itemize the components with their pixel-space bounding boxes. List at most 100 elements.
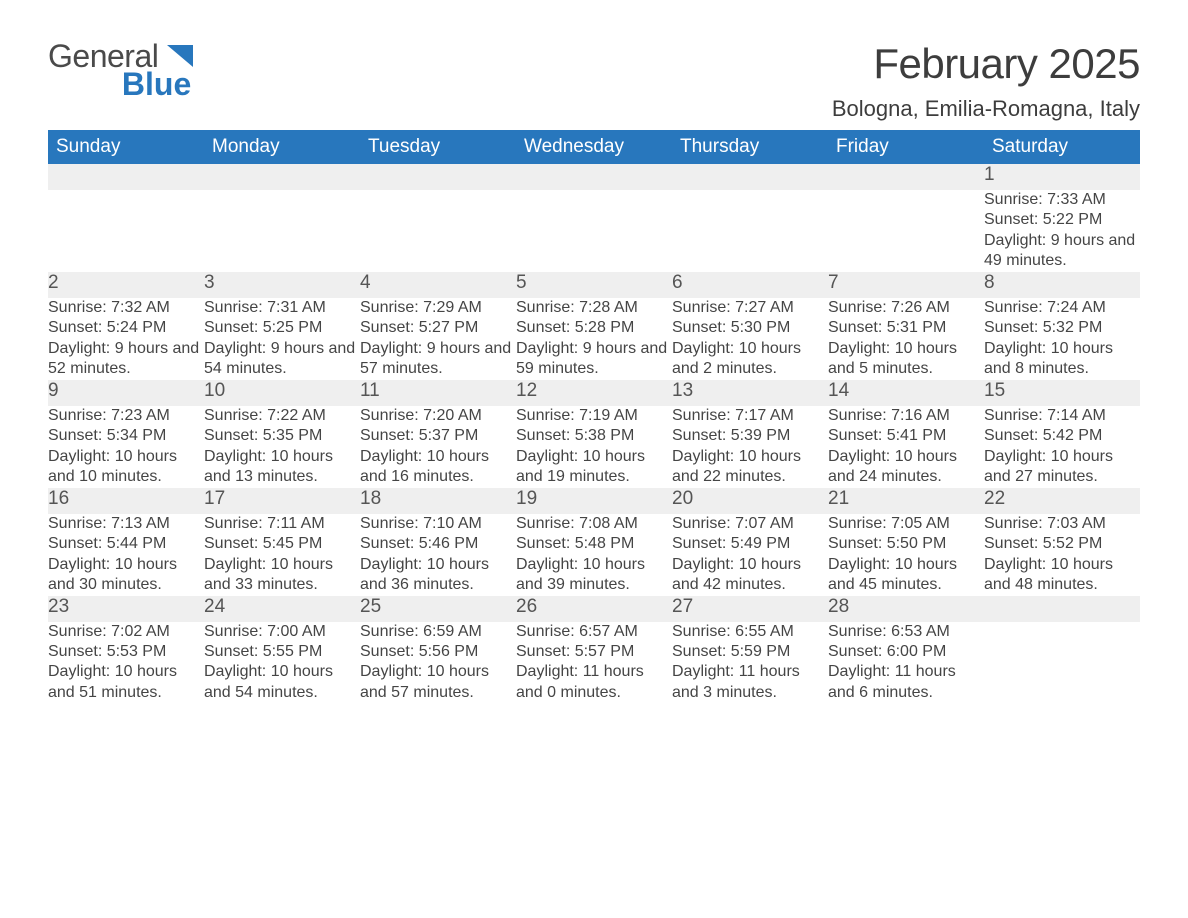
sunset-text: Sunset: 5:22 PM (984, 210, 1140, 230)
daylight-text: Daylight: 10 hours and 8 minutes. (984, 339, 1140, 380)
day-detail-cell: Sunrise: 7:27 AMSunset: 5:30 PMDaylight:… (672, 298, 828, 380)
day-detail-cell: Sunrise: 7:08 AMSunset: 5:48 PMDaylight:… (516, 514, 672, 596)
sunset-text: Sunset: 5:37 PM (360, 426, 516, 446)
logo: General Blue (48, 40, 193, 100)
sunset-text: Sunset: 5:52 PM (984, 534, 1140, 554)
day-detail-cell: Sunrise: 7:17 AMSunset: 5:39 PMDaylight:… (672, 406, 828, 488)
daylight-text: Daylight: 10 hours and 5 minutes. (828, 339, 984, 380)
weekday-header: Wednesday (516, 130, 672, 164)
sunset-text: Sunset: 5:34 PM (48, 426, 204, 446)
sunrise-text: Sunrise: 7:02 AM (48, 622, 204, 642)
sunrise-text: Sunrise: 7:11 AM (204, 514, 360, 534)
daylight-text: Daylight: 9 hours and 54 minutes. (204, 339, 360, 380)
day-number-cell: 24 (204, 596, 360, 622)
sunset-text: Sunset: 5:56 PM (360, 642, 516, 662)
sunrise-text: Sunrise: 7:13 AM (48, 514, 204, 534)
sunrise-text: Sunrise: 7:10 AM (360, 514, 516, 534)
day-number-cell: 10 (204, 380, 360, 406)
day-number-cell: 5 (516, 272, 672, 298)
sunrise-text: Sunrise: 7:24 AM (984, 298, 1140, 318)
day-number-cell: 16 (48, 488, 204, 514)
daylight-text: Daylight: 10 hours and 27 minutes. (984, 447, 1140, 488)
day-number-cell: 15 (984, 380, 1140, 406)
daylight-text: Daylight: 10 hours and 45 minutes. (828, 555, 984, 596)
day-number-cell: 18 (360, 488, 516, 514)
day-detail-cell: Sunrise: 7:19 AMSunset: 5:38 PMDaylight:… (516, 406, 672, 488)
sunset-text: Sunset: 5:48 PM (516, 534, 672, 554)
day-number-cell (672, 164, 828, 190)
daylight-text: Daylight: 10 hours and 24 minutes. (828, 447, 984, 488)
sunset-text: Sunset: 5:38 PM (516, 426, 672, 446)
sunrise-text: Sunrise: 7:23 AM (48, 406, 204, 426)
month-title: February 2025 (832, 40, 1140, 88)
day-number-cell: 8 (984, 272, 1140, 298)
daylight-text: Daylight: 9 hours and 59 minutes. (516, 339, 672, 380)
day-detail-cell: Sunrise: 7:33 AMSunset: 5:22 PMDaylight:… (984, 190, 1140, 272)
day-number-cell: 13 (672, 380, 828, 406)
day-detail-cell: Sunrise: 7:16 AMSunset: 5:41 PMDaylight:… (828, 406, 984, 488)
sunrise-text: Sunrise: 7:33 AM (984, 190, 1140, 210)
location: Bologna, Emilia-Romagna, Italy (832, 96, 1140, 122)
day-detail-cell: Sunrise: 7:32 AMSunset: 5:24 PMDaylight:… (48, 298, 204, 380)
sunset-text: Sunset: 5:28 PM (516, 318, 672, 338)
daylight-text: Daylight: 11 hours and 3 minutes. (672, 662, 828, 703)
sunrise-text: Sunrise: 7:26 AM (828, 298, 984, 318)
sunset-text: Sunset: 5:45 PM (204, 534, 360, 554)
daylight-text: Daylight: 11 hours and 6 minutes. (828, 662, 984, 703)
day-detail-cell (360, 190, 516, 272)
day-number-cell (984, 596, 1140, 622)
daylight-text: Daylight: 11 hours and 0 minutes. (516, 662, 672, 703)
day-detail-cell: Sunrise: 7:03 AMSunset: 5:52 PMDaylight:… (984, 514, 1140, 596)
sunrise-text: Sunrise: 7:16 AM (828, 406, 984, 426)
daylight-text: Daylight: 9 hours and 57 minutes. (360, 339, 516, 380)
day-number-cell: 6 (672, 272, 828, 298)
day-number-cell: 25 (360, 596, 516, 622)
day-number-cell: 22 (984, 488, 1140, 514)
weekday-header: Sunday (48, 130, 204, 164)
day-detail-cell (516, 190, 672, 272)
day-number-cell: 11 (360, 380, 516, 406)
day-number-cell: 19 (516, 488, 672, 514)
day-detail-cell: Sunrise: 7:02 AMSunset: 5:53 PMDaylight:… (48, 622, 204, 716)
day-detail-cell (204, 190, 360, 272)
day-number-cell: 28 (828, 596, 984, 622)
sunrise-text: Sunrise: 7:28 AM (516, 298, 672, 318)
sunset-text: Sunset: 5:46 PM (360, 534, 516, 554)
sunrise-text: Sunrise: 7:27 AM (672, 298, 828, 318)
daylight-text: Daylight: 10 hours and 16 minutes. (360, 447, 516, 488)
sunrise-text: Sunrise: 7:07 AM (672, 514, 828, 534)
sunset-text: Sunset: 5:57 PM (516, 642, 672, 662)
daylight-text: Daylight: 10 hours and 57 minutes. (360, 662, 516, 703)
day-detail-cell: Sunrise: 6:57 AMSunset: 5:57 PMDaylight:… (516, 622, 672, 716)
sunrise-text: Sunrise: 7:08 AM (516, 514, 672, 534)
day-number-cell: 20 (672, 488, 828, 514)
sunset-text: Sunset: 5:44 PM (48, 534, 204, 554)
day-detail-cell: Sunrise: 6:59 AMSunset: 5:56 PMDaylight:… (360, 622, 516, 716)
calendar-header: Sunday Monday Tuesday Wednesday Thursday… (48, 130, 1140, 164)
sunset-text: Sunset: 5:32 PM (984, 318, 1140, 338)
day-detail-cell (828, 190, 984, 272)
daylight-text: Daylight: 10 hours and 42 minutes. (672, 555, 828, 596)
sunset-text: Sunset: 5:35 PM (204, 426, 360, 446)
calendar-table: Sunday Monday Tuesday Wednesday Thursday… (48, 130, 1140, 715)
day-detail-cell: Sunrise: 7:07 AMSunset: 5:49 PMDaylight:… (672, 514, 828, 596)
sunset-text: Sunset: 5:25 PM (204, 318, 360, 338)
sunset-text: Sunset: 5:53 PM (48, 642, 204, 662)
sunrise-text: Sunrise: 7:32 AM (48, 298, 204, 318)
sunrise-text: Sunrise: 6:53 AM (828, 622, 984, 642)
sunrise-text: Sunrise: 7:31 AM (204, 298, 360, 318)
day-detail-cell (984, 622, 1140, 716)
sunset-text: Sunset: 5:59 PM (672, 642, 828, 662)
day-number-cell (360, 164, 516, 190)
sunrise-text: Sunrise: 7:00 AM (204, 622, 360, 642)
sunset-text: Sunset: 5:30 PM (672, 318, 828, 338)
daylight-text: Daylight: 9 hours and 49 minutes. (984, 231, 1140, 272)
sunset-text: Sunset: 5:42 PM (984, 426, 1140, 446)
day-detail-cell: Sunrise: 7:28 AMSunset: 5:28 PMDaylight:… (516, 298, 672, 380)
daylight-text: Daylight: 10 hours and 2 minutes. (672, 339, 828, 380)
header-row: General Blue February 2025 Bologna, Emil… (48, 40, 1140, 130)
sunset-text: Sunset: 5:49 PM (672, 534, 828, 554)
day-number-cell (828, 164, 984, 190)
daylight-text: Daylight: 10 hours and 22 minutes. (672, 447, 828, 488)
day-number-cell: 3 (204, 272, 360, 298)
